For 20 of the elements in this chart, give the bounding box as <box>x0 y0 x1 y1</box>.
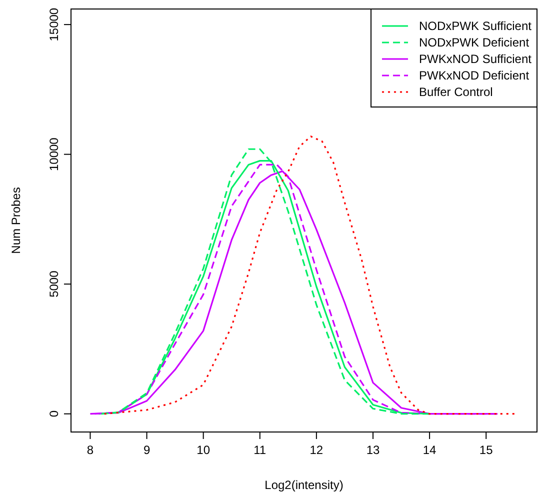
x-axis-title: Log2(intensity) <box>264 478 344 492</box>
y-axis-title: Num Probes <box>9 187 23 254</box>
legend-label: PWKxNOD Deficient <box>419 68 530 82</box>
y-tick-label: 10000 <box>47 137 61 172</box>
line-series <box>104 136 516 415</box>
legend-label: Buffer Control <box>419 85 493 99</box>
x-tick-label: 12 <box>310 443 324 457</box>
y-tick-label: 15000 <box>47 8 61 42</box>
x-tick-label: 9 <box>143 443 150 457</box>
x-tick-label: 13 <box>366 443 380 457</box>
legend-label: NODxPWK Deficient <box>419 36 530 50</box>
x-tick-label: 11 <box>254 443 266 457</box>
x-tick-label: 15 <box>479 443 494 457</box>
x-tick-label: 8 <box>86 443 94 457</box>
y-tick-label: 5000 <box>47 270 61 298</box>
x-tick-label: 10 <box>196 443 210 457</box>
y-tick-label: 0 <box>47 410 61 418</box>
x-tick-label: 14 <box>422 443 437 457</box>
legend-label: PWKxNOD Sufficient <box>419 52 532 66</box>
legend-label: NODxPWK Sufficient <box>419 19 532 33</box>
